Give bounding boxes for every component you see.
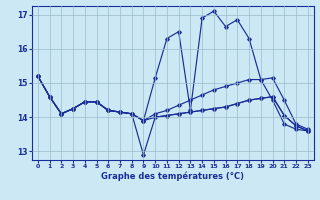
X-axis label: Graphe des températures (°C): Graphe des températures (°C): [101, 172, 244, 181]
